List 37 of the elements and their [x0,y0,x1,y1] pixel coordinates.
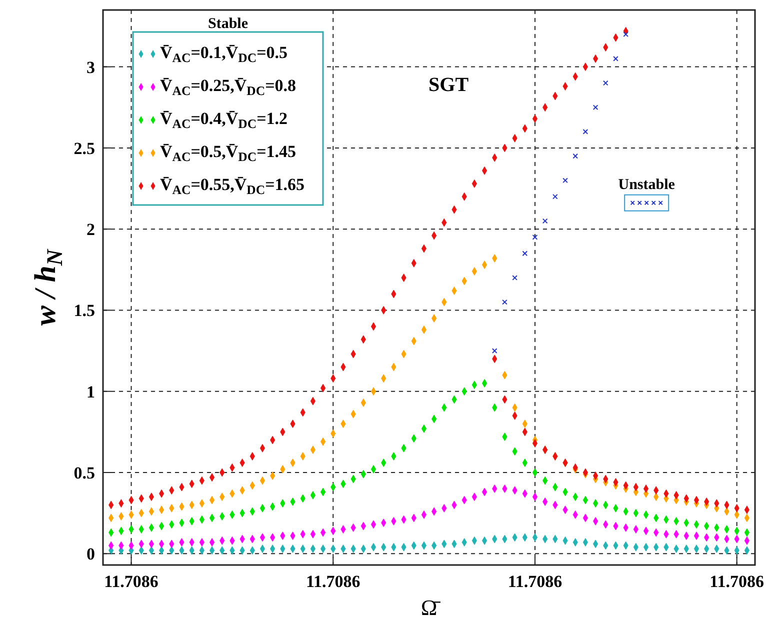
legend-label: V̄$_{AC}$=0.55,V̄$_{DC}$=1.65 [160,175,305,197]
legend-label: V̄$_{AC}$=0.1,V̄$_{DC}$=0.5 [160,43,288,65]
y-tick-label: 0.5 [74,464,95,482]
point [562,178,568,184]
x-axis-title: Ω̄ [420,595,442,620]
point [592,104,598,110]
point [502,299,508,305]
point [613,56,618,62]
point [522,250,528,256]
legend-label: V̄$_{AC}$=0.25,V̄$_{DC}$=0.8 [160,76,296,98]
y-tick-label: 1 [86,382,95,402]
point [582,129,588,134]
text: Unstable [618,176,676,193]
y-tick-label: 2.5 [74,138,95,158]
legend-label: V̄$_{AC}$=0.5,V̄$_{DC}$=1.45 [160,142,296,164]
point [512,275,518,280]
point [542,218,548,224]
point [572,153,578,159]
point [623,32,628,38]
point [532,234,538,240]
x-tick-label: 11.7086 [104,572,158,591]
y-tick-label: 1.5 [74,301,95,320]
y-tick-label: 0 [86,544,95,564]
annotation: SGT [428,74,470,96]
point [552,194,558,200]
x-tick-label: 11.7086 [710,572,764,591]
legend-label: V̄$_{AC}$=0.4,V̄$_{DC}$=1.2 [160,109,288,131]
point [643,484,649,493]
point [602,80,608,86]
y-tick-label: 2 [86,220,95,240]
point [532,439,538,448]
point [492,348,498,354]
y-tick-label: 3 [86,58,95,77]
x-tick-label: 11.7086 [508,572,562,591]
legend-title: Stable [208,16,248,32]
point [532,114,538,123]
x-tick-label: 11.7086 [306,572,360,591]
